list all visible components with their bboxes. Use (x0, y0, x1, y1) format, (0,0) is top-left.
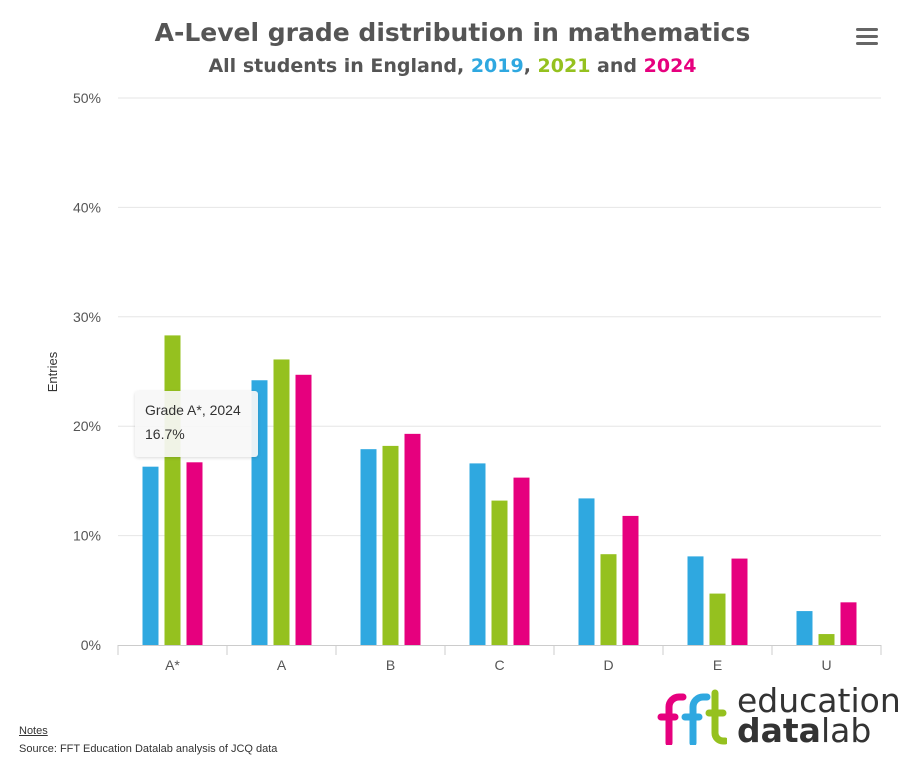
subtitle-prefix: All students in England, (208, 55, 471, 77)
bar-2024-B[interactable] (404, 433, 421, 645)
menu-bar-bottom (856, 42, 878, 45)
tooltip: Grade A*, 2024 16.7% (135, 391, 258, 457)
fft-logo-mark (657, 689, 729, 747)
fft-education-datalab-logo: education datalab (655, 681, 901, 750)
bar-2024-D[interactable] (622, 515, 639, 645)
y-tick-label: 0% (81, 637, 101, 653)
subtitle-year-2019: 2019 (470, 55, 524, 77)
bar-2019-U[interactable] (796, 611, 813, 645)
tooltip-value: 16.7% (145, 426, 185, 442)
bar-2024-A*[interactable] (186, 462, 203, 645)
x-tick-label: B (386, 657, 395, 673)
x-tick-label: U (821, 657, 831, 673)
bar-2024-A[interactable] (295, 374, 312, 645)
tooltip-title: Grade A*, 2024 (145, 402, 241, 418)
x-tick-label: C (494, 657, 504, 673)
logo-word-education: education (737, 681, 901, 720)
bar-2021-C[interactable] (491, 500, 508, 645)
source-text: Source: FFT Education Datalab analysis o… (19, 743, 278, 755)
bars (142, 335, 857, 645)
bar-2021-A*[interactable] (164, 335, 181, 645)
bar-2021-U[interactable] (818, 634, 835, 645)
x-axis (117, 645, 882, 655)
bar-2019-E[interactable] (687, 556, 704, 645)
bar-2019-A*[interactable] (142, 466, 159, 645)
subtitle-year-2021: 2021 (537, 55, 591, 77)
bar-2019-B[interactable] (360, 449, 377, 645)
subtitle-sep-1: , (523, 55, 538, 77)
y-tick-label: 30% (73, 309, 101, 325)
x-tick-label: E (713, 657, 722, 673)
x-tick-label: A* (165, 657, 180, 673)
bar-2021-E[interactable] (709, 593, 726, 645)
y-tick-label: 40% (73, 199, 101, 215)
y-tick-label: 50% (73, 90, 101, 106)
logo-word-datalab: datalab (737, 711, 871, 750)
menu-bar-top (856, 28, 878, 31)
gridlines (118, 97, 881, 537)
x-tick-label: A (277, 657, 287, 673)
notes-link[interactable]: Notes (19, 725, 48, 737)
x-tick-label: D (603, 657, 613, 673)
y-tick-label: 20% (73, 418, 101, 434)
bar-2019-D[interactable] (578, 498, 595, 645)
chart-subtitle: All students in England, 2019, 2021 and … (0, 55, 905, 77)
logo-word-lab: lab (820, 711, 872, 750)
logo-word-data: data (737, 711, 821, 750)
bar-2021-B[interactable] (382, 445, 399, 645)
y-axis-ticks: 0% 10% 20% 30% 40% 50% (73, 90, 101, 653)
menu-bar-middle (856, 35, 878, 38)
bar-2024-E[interactable] (731, 558, 748, 645)
x-axis-ticks: A* A B C D E U (165, 657, 831, 673)
y-axis-label: Entries (45, 351, 60, 392)
subtitle-sep-2: and (590, 55, 644, 77)
bar-2021-A[interactable] (273, 359, 290, 645)
hamburger-menu-icon[interactable] (856, 26, 878, 46)
bar-2019-C[interactable] (469, 463, 486, 645)
chart-title: A-Level grade distribution in mathematic… (154, 18, 751, 47)
subtitle-year-2024: 2024 (643, 55, 697, 77)
y-tick-label: 10% (73, 528, 101, 544)
bar-2024-C[interactable] (513, 477, 530, 645)
bar-2024-U[interactable] (840, 602, 857, 645)
bar-2021-D[interactable] (600, 554, 617, 645)
